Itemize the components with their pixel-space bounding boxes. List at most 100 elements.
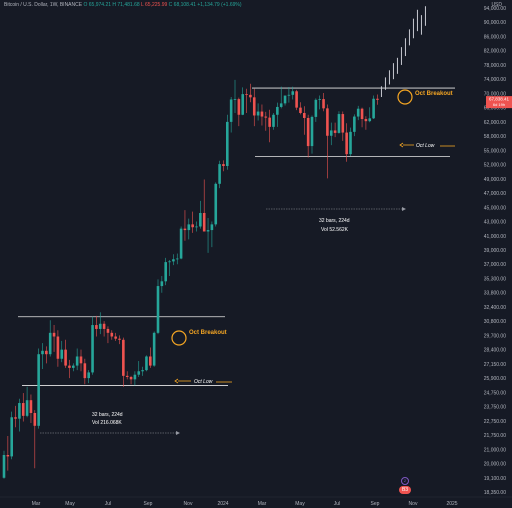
candle-body (98, 323, 102, 329)
y-tick-label: 82,000.00 (484, 49, 506, 55)
candle-body (33, 412, 37, 426)
candle-body (106, 328, 110, 333)
currency-label[interactable]: USD (491, 2, 502, 8)
x-tick-label: 2024 (217, 501, 228, 507)
candle-body (110, 332, 114, 337)
candle-body (191, 224, 194, 228)
projection-bars (380, 6, 426, 97)
candle-body (376, 98, 379, 100)
candle-body (41, 350, 44, 355)
candle-body (279, 103, 283, 107)
x-tick-label: Mar (32, 501, 41, 507)
candle-body (164, 262, 167, 282)
candle-body (10, 417, 13, 457)
candle-body (68, 365, 71, 368)
range2-bars-label: 32 bars, 224d (319, 218, 350, 224)
range2-vol-label: Vol 52.562K (321, 227, 349, 233)
y-tick-label: 45,000.00 (484, 205, 506, 211)
price-axis[interactable]: 18,350.00 19,100.00 20,000.00 21,000.00 21,7… (484, 6, 506, 496)
candle-body (129, 376, 133, 380)
candle-body (183, 228, 187, 231)
oct-low-label-2023: Oct Low (194, 379, 213, 385)
x-tick-label: Jul (105, 501, 111, 507)
candle-body (241, 94, 244, 115)
candle-body (14, 417, 17, 419)
oct-low-arrowhead-2023 (174, 378, 179, 384)
candle-body (60, 349, 64, 359)
candle-body (318, 99, 321, 100)
x-tick-label: Jul (334, 501, 340, 507)
candle-body (256, 111, 260, 116)
candle-body (102, 323, 106, 329)
candle-body (233, 99, 237, 100)
candle-body (306, 117, 310, 147)
candle-body (333, 130, 337, 133)
candle-body (295, 91, 298, 108)
candle-body (303, 112, 306, 118)
candle-body (268, 117, 271, 127)
y-tick-label: 23,750.00 (484, 405, 506, 411)
candle-body (195, 226, 198, 228)
y-tick-label: 37,000.00 (484, 262, 506, 268)
range-annotations (18, 87, 455, 435)
x-tick-label: Sep (371, 501, 380, 507)
candle-body (56, 336, 60, 359)
ohlc-high: H 71,481.68 (112, 2, 140, 8)
candle-body (237, 99, 241, 115)
candle-body (202, 212, 206, 232)
breakout-label-2024: Oct Breakout (415, 91, 453, 97)
candle-body (72, 365, 75, 368)
candle-body (95, 325, 98, 329)
ohlc-low: L 65,225.99 (141, 2, 168, 8)
candle-body (372, 98, 375, 119)
candle-body (329, 130, 333, 136)
candle-body (133, 374, 137, 380)
candle-body (229, 99, 233, 122)
candle-body (264, 116, 268, 118)
y-tick-label: 62,000.00 (484, 120, 506, 126)
y-tick-label: 29,700.00 (484, 333, 506, 339)
candle-body (314, 99, 318, 117)
candle-body (25, 400, 29, 416)
candle-body (349, 131, 352, 155)
candle-body (156, 286, 160, 333)
candle-body (364, 119, 368, 122)
notification-badge[interactable]: 2 (401, 477, 409, 485)
y-tick-label: 41,000.00 (484, 234, 506, 240)
candle-body (322, 99, 325, 109)
y-tick-label: 66,000.00 (484, 106, 506, 112)
range1-vol-label: Vol 216.068K (92, 420, 122, 426)
candle-body (168, 261, 171, 263)
y-tick-label: 90,000.00 (484, 20, 506, 26)
bar-countdown: 6d 19h (493, 102, 505, 107)
tradingview-logo[interactable]: B3 (399, 486, 411, 494)
breakout-label-2023: Oct Breakout (189, 330, 227, 336)
x-tick-label: 2025 (446, 501, 457, 507)
candle-body (137, 371, 141, 375)
current-price-value: 67,838.41 (489, 97, 510, 102)
y-tick-label: 70,000.00 (484, 91, 506, 97)
candle-body (172, 259, 175, 262)
current-price-tag (486, 96, 512, 109)
candle-body (91, 325, 94, 373)
candle-body (199, 212, 202, 227)
candle-body (291, 91, 295, 95)
candle-body (368, 118, 372, 122)
y-tick-label: 49,000.00 (484, 177, 506, 183)
candle-body (125, 375, 129, 377)
x-tick-label: Mar (258, 501, 267, 507)
y-tick-label: 58,000.00 (484, 134, 506, 140)
candle-body (64, 349, 67, 366)
breakout-circle-2023 (171, 330, 187, 346)
y-tick-label: 25,900.00 (484, 376, 506, 382)
y-tick-label: 35,300.00 (484, 276, 506, 282)
time-axis[interactable]: Mar May Jul Sep Nov 2024 Mar May Jul Sep Nov 2025 (0, 496, 512, 507)
candle-body (218, 164, 221, 184)
candle-body (341, 114, 345, 133)
candle-body (252, 97, 256, 116)
y-tick-label: 30,800.00 (484, 319, 506, 325)
candle-body (337, 114, 341, 133)
candle-body (29, 400, 33, 413)
